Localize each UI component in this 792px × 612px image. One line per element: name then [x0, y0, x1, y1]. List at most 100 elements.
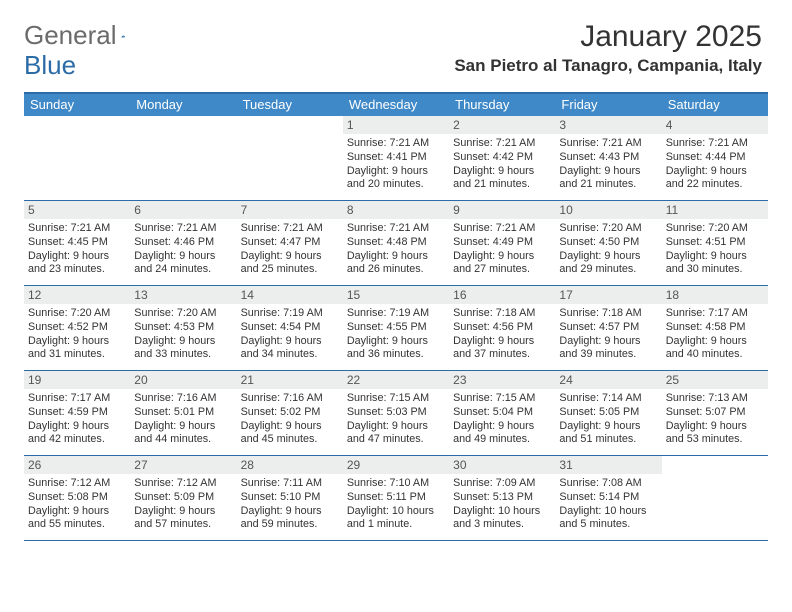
- day-info: Sunrise: 7:21 AMSunset: 4:46 PMDaylight:…: [134, 222, 232, 277]
- day-number: 6: [130, 201, 236, 219]
- day-info: Sunrise: 7:08 AMSunset: 5:14 PMDaylight:…: [559, 477, 657, 532]
- day-info: Sunrise: 7:09 AMSunset: 5:13 PMDaylight:…: [453, 477, 551, 532]
- day-cell: [24, 116, 130, 200]
- day-number: 26: [24, 456, 130, 474]
- day-number: 30: [449, 456, 555, 474]
- day-cell: [662, 456, 768, 540]
- week-row: 5 Sunrise: 7:21 AMSunset: 4:45 PMDaylight…: [24, 201, 768, 286]
- calendar: SundayMondayTuesdayWednesdayThursdayFrid…: [24, 92, 768, 541]
- day-number: 14: [237, 286, 343, 304]
- day-number: 4: [662, 116, 768, 134]
- day-info: Sunrise: 7:21 AMSunset: 4:44 PMDaylight:…: [666, 137, 764, 192]
- day-info: Sunrise: 7:14 AMSunset: 5:05 PMDaylight:…: [559, 392, 657, 447]
- day-info: Sunrise: 7:21 AMSunset: 4:45 PMDaylight:…: [28, 222, 126, 277]
- day-number: 1: [343, 116, 449, 134]
- day-cell: [130, 116, 236, 200]
- day-number: 10: [555, 201, 661, 219]
- day-cell: 6 Sunrise: 7:21 AMSunset: 4:46 PMDaylight…: [130, 201, 236, 285]
- day-cell: 2 Sunrise: 7:21 AMSunset: 4:42 PMDaylight…: [449, 116, 555, 200]
- day-cell: 18 Sunrise: 7:17 AMSunset: 4:58 PMDayligh…: [662, 286, 768, 370]
- day-info: Sunrise: 7:19 AMSunset: 4:55 PMDaylight:…: [347, 307, 445, 362]
- day-number: 13: [130, 286, 236, 304]
- day-info: Sunrise: 7:13 AMSunset: 5:07 PMDaylight:…: [666, 392, 764, 447]
- day-cell: 16 Sunrise: 7:18 AMSunset: 4:56 PMDayligh…: [449, 286, 555, 370]
- day-number: 29: [343, 456, 449, 474]
- day-number: 23: [449, 371, 555, 389]
- day-cell: 26 Sunrise: 7:12 AMSunset: 5:08 PMDayligh…: [24, 456, 130, 540]
- day-number: 28: [237, 456, 343, 474]
- day-info: Sunrise: 7:12 AMSunset: 5:08 PMDaylight:…: [28, 477, 126, 532]
- day-number: 2: [449, 116, 555, 134]
- day-number: 3: [555, 116, 661, 134]
- day-cell: 19Sunrise: 7:17 AMSunset: 4:59 PMDayligh…: [24, 371, 130, 455]
- weeks-container: 1 Sunrise: 7:21 AMSunset: 4:41 PMDaylight…: [24, 116, 768, 541]
- day-info: Sunrise: 7:15 AMSunset: 5:04 PMDaylight:…: [453, 392, 551, 447]
- day-cell: 1 Sunrise: 7:21 AMSunset: 4:41 PMDaylight…: [343, 116, 449, 200]
- week-row: 19Sunrise: 7:17 AMSunset: 4:59 PMDayligh…: [24, 371, 768, 456]
- week-row: 1 Sunrise: 7:21 AMSunset: 4:41 PMDaylight…: [24, 116, 768, 201]
- logo-triangle-icon: [121, 26, 125, 46]
- day-cell: 25 Sunrise: 7:13 AMSunset: 5:07 PMDayligh…: [662, 371, 768, 455]
- day-number: 9: [449, 201, 555, 219]
- week-row: 26 Sunrise: 7:12 AMSunset: 5:08 PMDayligh…: [24, 456, 768, 541]
- weekday-header: Monday: [130, 94, 236, 116]
- day-number: 16: [449, 286, 555, 304]
- day-cell: 31 Sunrise: 7:08 AMSunset: 5:14 PMDayligh…: [555, 456, 661, 540]
- weekday-header: Saturday: [662, 94, 768, 116]
- weekday-header: Friday: [555, 94, 661, 116]
- day-cell: 24 Sunrise: 7:14 AMSunset: 5:05 PMDayligh…: [555, 371, 661, 455]
- title-block: January 2025 San Pietro al Tanagro, Camp…: [454, 20, 762, 76]
- logo-text-blue: Blue: [24, 50, 76, 80]
- day-info: Sunrise: 7:21 AMSunset: 4:48 PMDaylight:…: [347, 222, 445, 277]
- day-cell: 7Sunrise: 7:21 AMSunset: 4:47 PMDaylight…: [237, 201, 343, 285]
- day-info: Sunrise: 7:20 AMSunset: 4:50 PMDaylight:…: [559, 222, 657, 277]
- day-cell: 8Sunrise: 7:21 AMSunset: 4:48 PMDaylight…: [343, 201, 449, 285]
- day-info: Sunrise: 7:18 AMSunset: 4:56 PMDaylight:…: [453, 307, 551, 362]
- day-info: Sunrise: 7:21 AMSunset: 4:43 PMDaylight:…: [559, 137, 657, 192]
- weekday-header: Wednesday: [343, 94, 449, 116]
- day-info: Sunrise: 7:20 AMSunset: 4:53 PMDaylight:…: [134, 307, 232, 362]
- day-info: Sunrise: 7:15 AMSunset: 5:03 PMDaylight:…: [347, 392, 445, 447]
- day-cell: 12Sunrise: 7:20 AMSunset: 4:52 PMDayligh…: [24, 286, 130, 370]
- day-cell: 13 Sunrise: 7:20 AMSunset: 4:53 PMDayligh…: [130, 286, 236, 370]
- week-row: 12Sunrise: 7:20 AMSunset: 4:52 PMDayligh…: [24, 286, 768, 371]
- weekday-header: Thursday: [449, 94, 555, 116]
- day-number: 31: [555, 456, 661, 474]
- day-cell: 30 Sunrise: 7:09 AMSunset: 5:13 PMDayligh…: [449, 456, 555, 540]
- day-info: Sunrise: 7:21 AMSunset: 4:47 PMDaylight:…: [241, 222, 339, 277]
- day-info: Sunrise: 7:21 AMSunset: 4:41 PMDaylight:…: [347, 137, 445, 192]
- day-cell: 3 Sunrise: 7:21 AMSunset: 4:43 PMDaylight…: [555, 116, 661, 200]
- day-cell: 20 Sunrise: 7:16 AMSunset: 5:01 PMDayligh…: [130, 371, 236, 455]
- day-cell: 15Sunrise: 7:19 AMSunset: 4:55 PMDayligh…: [343, 286, 449, 370]
- day-number: 11: [662, 201, 768, 219]
- day-info: Sunrise: 7:17 AMSunset: 4:58 PMDaylight:…: [666, 307, 764, 362]
- day-cell: 27Sunrise: 7:12 AMSunset: 5:09 PMDayligh…: [130, 456, 236, 540]
- day-info: Sunrise: 7:11 AMSunset: 5:10 PMDaylight:…: [241, 477, 339, 532]
- day-info: Sunrise: 7:21 AMSunset: 4:42 PMDaylight:…: [453, 137, 551, 192]
- day-number: 18: [662, 286, 768, 304]
- day-cell: 11Sunrise: 7:20 AMSunset: 4:51 PMDayligh…: [662, 201, 768, 285]
- day-cell: 28 Sunrise: 7:11 AMSunset: 5:10 PMDayligh…: [237, 456, 343, 540]
- day-info: Sunrise: 7:16 AMSunset: 5:01 PMDaylight:…: [134, 392, 232, 447]
- day-cell: 22 Sunrise: 7:15 AMSunset: 5:03 PMDayligh…: [343, 371, 449, 455]
- day-cell: 4 Sunrise: 7:21 AMSunset: 4:44 PMDaylight…: [662, 116, 768, 200]
- month-title: January 2025: [454, 20, 762, 54]
- day-number: 21: [237, 371, 343, 389]
- day-cell: 29Sunrise: 7:10 AMSunset: 5:11 PMDayligh…: [343, 456, 449, 540]
- day-cell: 5 Sunrise: 7:21 AMSunset: 4:45 PMDaylight…: [24, 201, 130, 285]
- day-number: 19: [24, 371, 130, 389]
- header: General January 2025 San Pietro al Tanag…: [0, 0, 792, 82]
- day-number: 5: [24, 201, 130, 219]
- day-cell: 14Sunrise: 7:19 AMSunset: 4:54 PMDayligh…: [237, 286, 343, 370]
- day-number: 22: [343, 371, 449, 389]
- weekday-header: Tuesday: [237, 94, 343, 116]
- day-cell: 23 Sunrise: 7:15 AMSunset: 5:04 PMDayligh…: [449, 371, 555, 455]
- day-info: Sunrise: 7:18 AMSunset: 4:57 PMDaylight:…: [559, 307, 657, 362]
- day-number: 24: [555, 371, 661, 389]
- day-info: Sunrise: 7:12 AMSunset: 5:09 PMDaylight:…: [134, 477, 232, 532]
- day-cell: 17Sunrise: 7:18 AMSunset: 4:57 PMDayligh…: [555, 286, 661, 370]
- day-cell: [237, 116, 343, 200]
- day-number: 20: [130, 371, 236, 389]
- day-cell: 21Sunrise: 7:16 AMSunset: 5:02 PMDayligh…: [237, 371, 343, 455]
- day-number: 25: [662, 371, 768, 389]
